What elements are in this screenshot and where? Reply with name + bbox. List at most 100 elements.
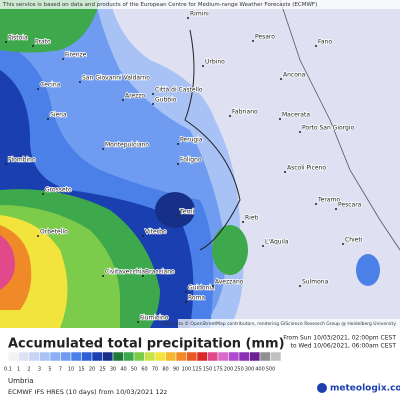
legend-swatch	[228, 351, 240, 362]
legend-label: 2	[27, 367, 30, 373]
place-dot	[62, 58, 64, 60]
attribution: Map data © OpenStreetMap contributors, r…	[162, 320, 396, 327]
place-dot	[37, 88, 39, 90]
legend-label: 150	[203, 367, 213, 373]
place-dot	[122, 99, 124, 101]
place-label: Pistoia	[8, 35, 28, 42]
place-dot	[5, 163, 7, 165]
place-label: Piombino	[8, 157, 36, 164]
region: Umbria	[8, 377, 34, 385]
place-dot	[299, 285, 301, 287]
legend: 0.1 1 2 3 5 7 10 15 20 25 30 40 50 60 70 80 90 100 125 150 1…	[4, 351, 282, 373]
legend-label: 200	[224, 367, 234, 373]
legend-label: 15	[78, 367, 84, 373]
legend-swatch	[123, 351, 135, 362]
legend-swatch	[18, 351, 30, 362]
place-label: Rimini	[190, 11, 209, 18]
legend-swatch	[259, 351, 271, 362]
place-label: Foligno	[180, 157, 202, 164]
legend-label: 80	[162, 367, 168, 373]
place-label: Urbino	[205, 59, 225, 66]
place-label: Terni	[179, 209, 195, 216]
legend-label: 90	[173, 367, 179, 373]
legend-swatch	[165, 351, 177, 362]
place-label: Siena	[50, 112, 67, 119]
place-dot	[42, 193, 44, 195]
place-dot	[32, 45, 34, 47]
legend-swatch	[238, 351, 250, 362]
place-dot	[177, 163, 179, 165]
time-to: to Wed 10/06/2021, 06:00am CEST	[291, 343, 397, 350]
place-dot	[185, 291, 187, 293]
legend-swatch	[154, 351, 166, 362]
place-label: Arezzo	[125, 93, 145, 100]
legend-label: 3	[38, 367, 41, 373]
legend-label: 500	[266, 367, 276, 373]
legend-label: 70	[152, 367, 158, 373]
legend-label: 50	[131, 367, 137, 373]
place-label: Chieti	[345, 237, 363, 244]
place-label: Teramo	[317, 197, 340, 204]
place-label: Civitavecchia	[105, 269, 145, 276]
place-dot	[102, 148, 104, 150]
place-dot	[229, 115, 231, 117]
place-dot	[335, 208, 337, 210]
place-label: Firenze	[65, 52, 87, 59]
legend-label: 5	[48, 367, 51, 373]
legend-label: 250	[234, 367, 244, 373]
legend-label: 100	[182, 367, 192, 373]
place-dot	[47, 118, 49, 120]
legend-swatch	[49, 351, 61, 362]
legend-swatch	[133, 351, 145, 362]
place-dot	[142, 235, 144, 237]
place-dot	[280, 78, 282, 80]
legend-swatch	[217, 351, 229, 362]
legend-swatch	[102, 351, 114, 362]
place-label: Ascoli Piceno	[287, 165, 326, 172]
place-dot	[177, 215, 179, 217]
place-dot	[142, 275, 144, 277]
place-dot	[279, 118, 281, 120]
legend-swatch	[175, 351, 187, 362]
notice: This service is based on data and produc…	[2, 2, 317, 8]
place-dot	[202, 65, 204, 67]
place-dot	[177, 143, 179, 145]
brand[interactable]: meteologix.com	[330, 384, 400, 394]
legend-swatch	[7, 351, 19, 362]
legend-swatch	[207, 351, 219, 362]
model-run: ECMWF IFS HRES (10 days) from 10/03/2021…	[8, 388, 168, 396]
place-label: Ancona	[283, 72, 306, 79]
place-dot	[212, 285, 214, 287]
place-label: Orbetello	[40, 229, 68, 236]
legend-swatch	[249, 351, 261, 362]
place-label: Avezzano	[215, 279, 244, 286]
place-label: San Giovanni Valdarno	[82, 75, 150, 82]
place-label: Gubbio	[155, 97, 177, 104]
legend-label: 7	[59, 367, 62, 373]
legend-label: 60	[141, 367, 147, 373]
legend-label: 1	[17, 367, 20, 373]
place-label: Pesaro	[255, 34, 275, 41]
legend-swatch	[270, 351, 282, 362]
brand-logo	[317, 383, 327, 393]
place-label: Città di Castello	[155, 87, 203, 94]
legend-swatch	[112, 351, 124, 362]
place-dot	[284, 171, 286, 173]
place-label: Montepulciano	[105, 142, 149, 149]
place-label: Pescara	[338, 202, 362, 209]
place-dot	[5, 41, 7, 43]
place-label: Perugia	[180, 137, 203, 144]
place-dot	[37, 235, 39, 237]
place-label: Prato	[35, 39, 51, 46]
place-dot	[262, 245, 264, 247]
place-label: Roma	[188, 295, 205, 302]
place-dot	[185, 301, 187, 303]
legend-swatch	[186, 351, 198, 362]
place-dot	[315, 45, 317, 47]
legend-label: 400	[255, 367, 265, 373]
legend-label: 25	[99, 367, 105, 373]
place-label: Fano	[318, 39, 332, 46]
place-label: Fiumicino	[140, 315, 169, 322]
legend-label: 10	[68, 367, 74, 373]
